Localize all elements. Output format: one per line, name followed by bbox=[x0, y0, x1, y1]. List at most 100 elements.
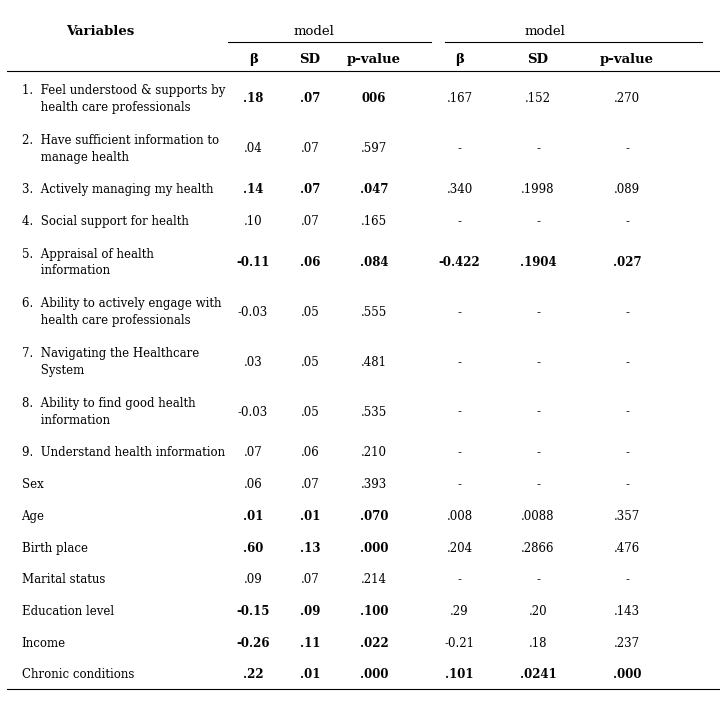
Text: .1904: .1904 bbox=[520, 256, 556, 269]
Text: -: - bbox=[536, 306, 540, 319]
Text: .07: .07 bbox=[301, 215, 319, 228]
Text: -: - bbox=[458, 573, 462, 586]
Text: .06: .06 bbox=[244, 478, 262, 491]
Text: .09: .09 bbox=[300, 605, 321, 618]
Text: Marital status: Marital status bbox=[22, 573, 105, 586]
Text: model: model bbox=[293, 25, 334, 38]
Text: 3.  Actively managing my health: 3. Actively managing my health bbox=[22, 183, 213, 196]
Text: .18: .18 bbox=[529, 636, 547, 650]
Text: 9.  Understand health information: 9. Understand health information bbox=[22, 447, 225, 459]
Text: .07: .07 bbox=[301, 478, 319, 491]
Text: β: β bbox=[249, 53, 257, 66]
Text: .100: .100 bbox=[360, 605, 388, 618]
Text: .09: .09 bbox=[244, 573, 262, 586]
Text: .476: .476 bbox=[614, 542, 640, 555]
Text: .07: .07 bbox=[244, 447, 262, 459]
Text: -: - bbox=[536, 142, 540, 156]
Text: SD: SD bbox=[528, 53, 549, 66]
Text: -: - bbox=[625, 405, 629, 419]
Text: .089: .089 bbox=[614, 183, 640, 196]
Text: .047: .047 bbox=[360, 183, 388, 196]
Text: -0.03: -0.03 bbox=[238, 306, 268, 319]
Text: p-value: p-value bbox=[348, 53, 401, 66]
Text: .270: .270 bbox=[614, 92, 640, 105]
Text: p-value: p-value bbox=[600, 53, 654, 66]
Text: 7.  Navigating the Healthcare
     System: 7. Navigating the Healthcare System bbox=[22, 348, 198, 377]
Text: Birth place: Birth place bbox=[22, 542, 87, 555]
Text: Age: Age bbox=[22, 510, 44, 523]
Text: .084: .084 bbox=[360, 256, 388, 269]
Text: Chronic conditions: Chronic conditions bbox=[22, 668, 134, 681]
Text: .535: .535 bbox=[361, 405, 387, 419]
Text: .167: .167 bbox=[446, 92, 473, 105]
Text: -: - bbox=[536, 447, 540, 459]
Text: .165: .165 bbox=[361, 215, 387, 228]
Text: -: - bbox=[625, 142, 629, 156]
Text: .11: .11 bbox=[300, 636, 321, 650]
Text: .000: .000 bbox=[613, 668, 641, 681]
Text: .597: .597 bbox=[361, 142, 387, 156]
Text: -: - bbox=[458, 478, 462, 491]
Text: .000: .000 bbox=[360, 668, 388, 681]
Text: -: - bbox=[625, 573, 629, 586]
Text: .05: .05 bbox=[301, 405, 319, 419]
Text: .0241: .0241 bbox=[520, 668, 556, 681]
Text: .143: .143 bbox=[614, 605, 640, 618]
Text: .214: .214 bbox=[361, 573, 387, 586]
Text: 2.  Have sufficient information to
     manage health: 2. Have sufficient information to manage… bbox=[22, 134, 219, 164]
Text: model: model bbox=[525, 25, 566, 38]
Text: -: - bbox=[625, 447, 629, 459]
Text: .204: .204 bbox=[446, 542, 473, 555]
Text: -: - bbox=[458, 306, 462, 319]
Text: -: - bbox=[536, 478, 540, 491]
Text: -: - bbox=[625, 215, 629, 228]
Text: -: - bbox=[625, 356, 629, 369]
Text: .210: .210 bbox=[361, 447, 387, 459]
Text: .152: .152 bbox=[525, 92, 551, 105]
Text: 5.  Appraisal of health
     information: 5. Appraisal of health information bbox=[22, 247, 153, 277]
Text: .000: .000 bbox=[360, 542, 388, 555]
Text: -: - bbox=[458, 356, 462, 369]
Text: β: β bbox=[455, 53, 464, 66]
Text: .0088: .0088 bbox=[521, 510, 555, 523]
Text: .07: .07 bbox=[300, 183, 321, 196]
Text: .2866: .2866 bbox=[521, 542, 555, 555]
Text: .05: .05 bbox=[301, 306, 319, 319]
Text: .06: .06 bbox=[300, 256, 321, 269]
Text: .237: .237 bbox=[614, 636, 640, 650]
Text: .60: .60 bbox=[243, 542, 263, 555]
Text: .10: .10 bbox=[244, 215, 262, 228]
Text: -: - bbox=[458, 405, 462, 419]
Text: .555: .555 bbox=[361, 306, 387, 319]
Text: .01: .01 bbox=[300, 510, 321, 523]
Text: .18: .18 bbox=[243, 92, 263, 105]
Text: 8.  Ability to find good health
     information: 8. Ability to find good health informati… bbox=[22, 397, 195, 427]
Text: -: - bbox=[536, 215, 540, 228]
Text: .070: .070 bbox=[360, 510, 388, 523]
Text: -: - bbox=[458, 447, 462, 459]
Text: .04: .04 bbox=[244, 142, 262, 156]
Text: -0.26: -0.26 bbox=[236, 636, 270, 650]
Text: .101: .101 bbox=[446, 668, 474, 681]
Text: .01: .01 bbox=[243, 510, 263, 523]
Text: 006: 006 bbox=[362, 92, 386, 105]
Text: .14: .14 bbox=[243, 183, 263, 196]
Text: -0.03: -0.03 bbox=[238, 405, 268, 419]
Text: .01: .01 bbox=[300, 668, 321, 681]
Text: -: - bbox=[536, 405, 540, 419]
Text: -: - bbox=[458, 142, 462, 156]
Text: .1998: .1998 bbox=[521, 183, 555, 196]
Text: -: - bbox=[536, 573, 540, 586]
Text: -: - bbox=[625, 478, 629, 491]
Text: .357: .357 bbox=[614, 510, 640, 523]
Text: .06: .06 bbox=[301, 447, 319, 459]
Text: .20: .20 bbox=[529, 605, 547, 618]
Text: Income: Income bbox=[22, 636, 65, 650]
Text: 1.  Feel understood & supports by
     health care professionals: 1. Feel understood & supports by health … bbox=[22, 84, 225, 114]
Text: .481: .481 bbox=[361, 356, 387, 369]
Text: .13: .13 bbox=[300, 542, 321, 555]
Text: 6.  Ability to actively engage with
     health care professionals: 6. Ability to actively engage with healt… bbox=[22, 297, 221, 327]
Text: .027: .027 bbox=[613, 256, 641, 269]
Text: -0.15: -0.15 bbox=[236, 605, 270, 618]
Text: .29: .29 bbox=[450, 605, 469, 618]
